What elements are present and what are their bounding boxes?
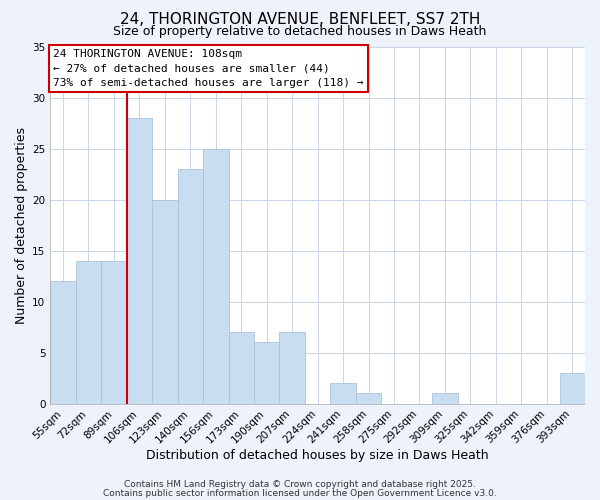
Bar [50, 281, 76, 404]
Text: Size of property relative to detached houses in Daws Heath: Size of property relative to detached ho… [113, 25, 487, 38]
Y-axis label: Number of detached properties: Number of detached properties [15, 126, 28, 324]
Text: 24 THORINGTON AVENUE: 108sqm
← 27% of detached houses are smaller (44)
73% of se: 24 THORINGTON AVENUE: 108sqm ← 27% of de… [53, 48, 364, 88]
Bar [356, 394, 381, 404]
Text: Contains HM Land Registry data © Crown copyright and database right 2025.: Contains HM Land Registry data © Crown c… [124, 480, 476, 489]
Bar [76, 261, 101, 404]
Bar [152, 200, 178, 404]
Bar [127, 118, 152, 404]
Bar [432, 394, 458, 404]
X-axis label: Distribution of detached houses by size in Daws Heath: Distribution of detached houses by size … [146, 450, 489, 462]
Bar [280, 332, 305, 404]
Bar [229, 332, 254, 404]
Bar [254, 342, 280, 404]
Bar [178, 169, 203, 404]
Bar [101, 261, 127, 404]
Bar [560, 373, 585, 404]
Text: 24, THORINGTON AVENUE, BENFLEET, SS7 2TH: 24, THORINGTON AVENUE, BENFLEET, SS7 2TH [120, 12, 480, 28]
Bar [331, 383, 356, 404]
Text: Contains public sector information licensed under the Open Government Licence v3: Contains public sector information licen… [103, 488, 497, 498]
Bar [203, 148, 229, 404]
